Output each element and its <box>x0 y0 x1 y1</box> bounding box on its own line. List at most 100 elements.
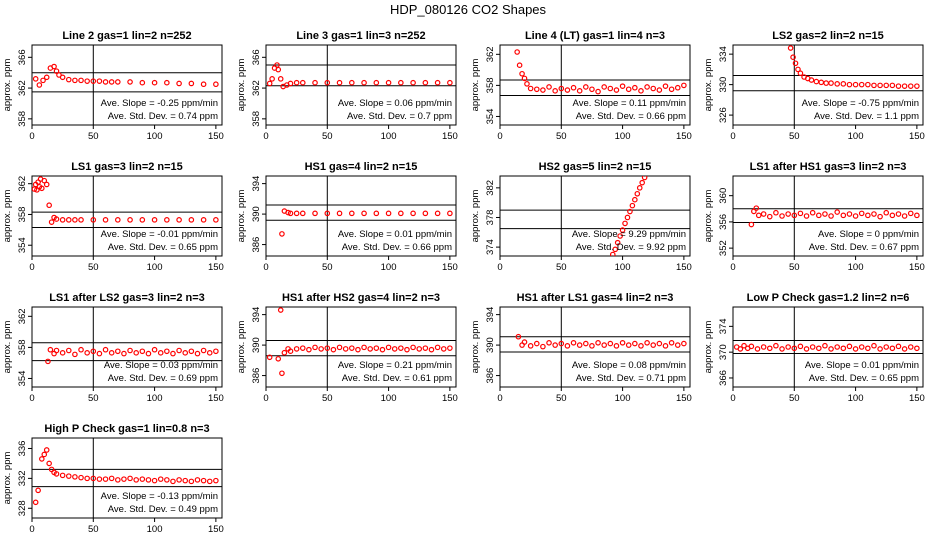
y-tick-label: 326 <box>718 107 729 123</box>
data-point <box>613 87 620 93</box>
data-point <box>367 346 373 352</box>
data-point <box>330 346 337 353</box>
y-tick-label: 378 <box>485 210 496 226</box>
data-point <box>773 209 779 216</box>
data-point <box>72 351 78 358</box>
data-point <box>336 210 343 217</box>
data-point <box>852 81 859 88</box>
data-point <box>121 350 127 357</box>
y-tick-label: 358 <box>17 111 28 127</box>
data-point <box>78 77 84 84</box>
data-points <box>279 208 453 237</box>
data-point <box>612 246 619 253</box>
data-point <box>157 350 164 356</box>
data-point <box>43 181 50 188</box>
data-point <box>533 340 540 347</box>
x-tick-label: 0 <box>29 393 34 404</box>
panel-title: LS1 gas=3 lin=2 n=15 <box>71 161 183 173</box>
x-tick-label: 150 <box>442 131 458 142</box>
data-point <box>570 84 577 91</box>
data-point <box>619 227 626 233</box>
data-point <box>656 340 663 347</box>
slope-annotation: Ave. Slope = -0.25 ppm/min <box>101 98 218 109</box>
data-point <box>287 80 294 87</box>
y-tick-label: 334 <box>718 46 729 62</box>
data-point <box>674 84 681 91</box>
data-point <box>96 350 103 357</box>
data-point <box>39 456 45 462</box>
y-tick-label: 382 <box>485 180 496 196</box>
data-point <box>188 348 195 355</box>
data-point <box>889 82 896 89</box>
x-tick-label: 50 <box>556 131 567 142</box>
x-tick-label: 50 <box>88 524 99 535</box>
data-point <box>877 346 883 352</box>
x-tick-label: 0 <box>497 262 502 273</box>
data-point <box>410 210 416 217</box>
data-point <box>818 79 825 86</box>
data-point <box>275 66 282 73</box>
data-point <box>32 499 39 506</box>
data-point <box>65 473 72 479</box>
data-point <box>170 350 176 357</box>
y-axis-label: approx. ppm <box>2 321 13 374</box>
data-point <box>188 217 195 223</box>
data-point <box>846 81 853 88</box>
slope-annotation: Ave. Slope = -0.13 ppm/min <box>101 491 218 502</box>
panel-4: LS2 gas=2 lin=2 n=15 0 50 100 150 326 330 334 ap… <box>703 30 925 142</box>
x-tick-label: 100 <box>147 131 163 142</box>
std-dev-annotation: Ave. Std. Dev. = 0.7 ppm <box>347 111 452 122</box>
data-point <box>385 79 392 86</box>
plot-frame <box>31 44 223 126</box>
data-point <box>416 346 423 352</box>
data-point <box>656 87 663 93</box>
plot-frame <box>265 175 457 257</box>
x-tick-label: 150 <box>909 393 925 404</box>
data-point <box>901 346 908 352</box>
data-point <box>78 474 84 481</box>
data-point <box>176 477 182 483</box>
data-point <box>583 84 589 90</box>
data-point <box>279 231 285 237</box>
std-dev-annotation: Ave. Std. Dev. = 0.71 ppm <box>576 373 686 384</box>
data-point <box>674 342 681 348</box>
std-dev-annotation: Ave. Std. Dev. = 0.65 ppm <box>809 373 919 384</box>
data-point <box>840 345 847 352</box>
data-point <box>182 350 189 356</box>
data-point <box>638 88 644 94</box>
data-point <box>108 350 115 356</box>
y-tick-label: 374 <box>718 318 729 334</box>
slope-annotation: Ave. Slope = -0.75 ppm/min <box>802 98 919 109</box>
data-point <box>650 85 657 92</box>
data-point <box>785 211 791 217</box>
data-point <box>797 343 804 350</box>
data-point <box>840 81 847 87</box>
x-tick-label: 100 <box>848 131 864 142</box>
y-axis-label: approx. ppm <box>2 59 13 112</box>
data-point <box>644 84 650 90</box>
data-point <box>206 478 213 485</box>
data-point <box>164 79 170 86</box>
data-point <box>127 79 133 85</box>
data-point <box>48 219 55 225</box>
panel-10: HS1 after HS2 gas=4 lin=2 n=3 0 50 100 150 38… <box>236 292 458 404</box>
data-point <box>285 209 291 216</box>
x-tick-label: 0 <box>263 393 268 404</box>
data-point <box>858 344 865 350</box>
data-point <box>779 213 785 219</box>
data-point <box>398 345 404 351</box>
data-point <box>108 475 115 482</box>
x-tick-label: 150 <box>442 393 458 404</box>
data-point <box>90 217 97 223</box>
data-point <box>613 343 620 349</box>
slope-annotation: Ave. Slope = 0.11 ppm/min <box>573 98 686 109</box>
y-tick-label: 362 <box>485 46 496 62</box>
data-point <box>404 346 410 353</box>
data-point <box>795 66 801 73</box>
y-tick-label: 366 <box>17 49 28 65</box>
data-point <box>293 346 300 352</box>
data-point <box>127 217 133 223</box>
data-point <box>779 346 785 352</box>
y-tick-label: 356 <box>718 214 729 230</box>
x-tick-label: 150 <box>909 131 925 142</box>
